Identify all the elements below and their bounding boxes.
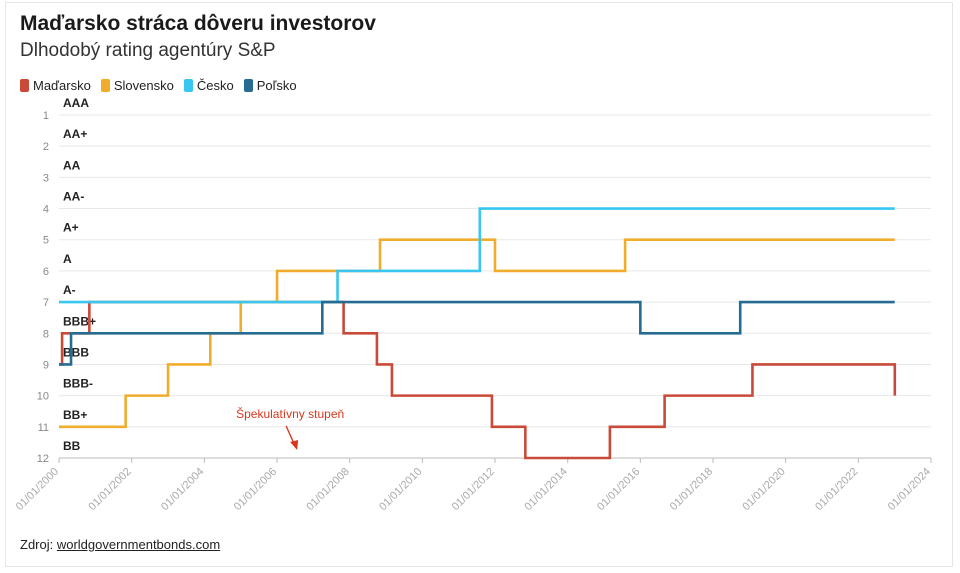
legend-item-madarsko[interactable]: Maďarsko xyxy=(20,78,91,93)
annotation-arrow-line xyxy=(285,425,295,445)
rating-label-5: A xyxy=(63,252,72,266)
annotation-label: Špekulatívny stupeň xyxy=(236,406,344,421)
legend-label-cesko: Česko xyxy=(196,78,234,93)
chart-subtitle: Dlhodobý rating agentúry S&P xyxy=(20,40,276,61)
y-tick-label: 9 xyxy=(43,359,49,371)
rating-label-0: AAA xyxy=(63,96,89,110)
rating-label-10: BB+ xyxy=(63,408,87,422)
chart-frame xyxy=(5,2,953,567)
source-note: Zdroj: worldgovernmentbonds.com xyxy=(20,537,220,552)
x-tick-label: 01/01/2020 xyxy=(740,466,787,513)
rating-label-8: BBB xyxy=(63,345,89,359)
series-line-maďarsko xyxy=(59,300,897,460)
y-tick-label: 2 xyxy=(43,141,49,153)
legend-swatch-cesko xyxy=(183,79,193,92)
rating-label-4: A+ xyxy=(63,221,79,235)
legend-swatch-polsko xyxy=(243,79,253,92)
legend-label-madarsko: Maďarsko xyxy=(33,78,91,93)
series-line-poľsko xyxy=(59,300,895,366)
rating-label-11: BB xyxy=(63,439,81,453)
rating-label-1: AA+ xyxy=(63,127,87,141)
x-tick-label: 01/01/2014 xyxy=(522,466,569,513)
legend-swatch-slovensko xyxy=(100,79,110,92)
rating-label-3: AA- xyxy=(63,190,84,204)
y-tick-label: 8 xyxy=(43,328,49,340)
legend-swatch-madarsko xyxy=(20,79,29,92)
x-tick-label: 01/01/2010 xyxy=(377,466,424,513)
y-tick-label: 11 xyxy=(38,422,49,434)
y-tick-label: 1 xyxy=(43,110,49,122)
y-tick-label: 5 xyxy=(43,235,49,247)
y-tick-label: 12 xyxy=(37,453,49,465)
legend-item-slovensko[interactable]: Slovensko xyxy=(100,78,174,93)
x-tick-label: 01/01/2008 xyxy=(304,466,351,513)
x-tick-label: 01/01/2024 xyxy=(886,466,933,513)
rating-label-6: A- xyxy=(63,283,76,297)
x-tick-label: 01/01/2004 xyxy=(159,466,206,513)
y-tick-label: 7 xyxy=(43,297,49,309)
rating-label-9: BBB- xyxy=(63,377,93,391)
x-tick-label: 01/01/2016 xyxy=(595,466,642,513)
x-tick-label: 01/01/2012 xyxy=(450,466,497,513)
source-prefix: Zdroj: xyxy=(20,537,57,552)
x-tick-label: 01/01/2006 xyxy=(232,466,279,513)
x-tick-label: 01/01/2022 xyxy=(813,466,860,513)
y-tick-label: 3 xyxy=(43,172,49,184)
legend-label-polsko: Poľsko xyxy=(256,78,297,93)
annotation-arrowhead xyxy=(290,440,299,450)
y-tick-label: 6 xyxy=(43,266,49,278)
legend-item-polsko[interactable]: Poľsko xyxy=(243,78,297,93)
chart-title: Maďarsko stráca dôveru investorov xyxy=(20,12,376,35)
x-tick-label: 01/01/2000 xyxy=(14,466,61,513)
legend-item-cesko[interactable]: Česko xyxy=(183,78,234,93)
x-tick-label: 01/01/2002 xyxy=(86,466,133,513)
y-tick-label: 4 xyxy=(43,204,49,216)
y-tick-label: 10 xyxy=(37,391,49,403)
source-link[interactable]: worldgovernmentbonds.com xyxy=(56,537,221,552)
legend: Maďarsko Slovensko Česko Poľsko xyxy=(20,78,297,93)
x-tick-label: 01/01/2018 xyxy=(668,466,715,513)
rating-label-2: AA xyxy=(63,158,81,172)
legend-label-slovensko: Slovensko xyxy=(113,78,174,93)
series-line-česko xyxy=(59,207,895,304)
rating-label-7: BBB+ xyxy=(63,314,96,328)
